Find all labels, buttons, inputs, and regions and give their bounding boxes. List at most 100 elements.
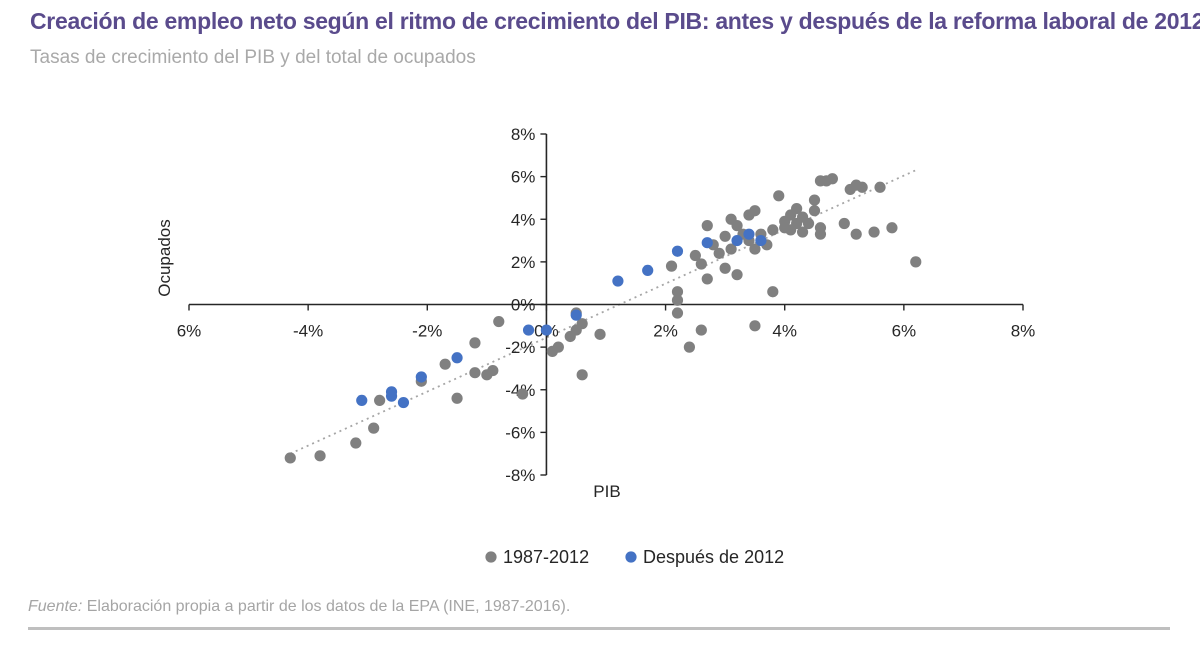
data-point-despues-2012	[385, 386, 398, 398]
data-point-1987-2012	[874, 181, 886, 193]
scatter-chart: 6%-4%-2%0%2%4%6%8%-8%-6%-4%-2%0%2%4%6%8%…	[155, 125, 1036, 567]
data-point-1987-2012	[767, 286, 779, 298]
data-points-layer	[284, 173, 922, 464]
data-point-1987-2012	[683, 341, 696, 353]
legend-label-1987-2012: 1987-2012	[503, 547, 589, 567]
data-point-despues-2012	[701, 237, 713, 249]
data-point-despues-2012	[415, 371, 427, 383]
trendline	[289, 169, 917, 455]
trendline-layer	[289, 169, 917, 455]
data-point-1987-2012	[838, 217, 850, 230]
legend-marker-1987-2012	[485, 551, 497, 563]
data-point-1987-2012	[808, 205, 821, 217]
data-point-despues-2012	[642, 264, 654, 276]
data-point-1987-2012	[695, 324, 707, 336]
data-point-1987-2012	[868, 226, 880, 238]
data-point-1987-2012	[713, 247, 725, 259]
data-point-1987-2012	[469, 337, 481, 349]
data-point-1987-2012	[886, 222, 898, 234]
legend: 1987-2012 Después de 2012	[485, 547, 784, 567]
data-point-1987-2012	[701, 220, 713, 232]
data-point-despues-2012	[397, 396, 410, 409]
data-point-1987-2012	[517, 388, 529, 400]
axes-layer	[188, 133, 1024, 476]
data-point-1987-2012	[552, 341, 564, 353]
data-point-1987-2012	[802, 217, 815, 230]
data-point-1987-2012	[576, 369, 588, 381]
x-tick-label: 6%	[892, 322, 917, 341]
data-point-1987-2012	[594, 328, 606, 340]
data-point-1987-2012	[767, 224, 779, 236]
data-point-1987-2012	[749, 320, 761, 332]
data-point-despues-2012	[743, 228, 755, 240]
data-point-1987-2012	[808, 194, 821, 206]
data-point-1987-2012	[731, 269, 743, 281]
y-tick-label: 8%	[511, 125, 536, 144]
chart-title: Creación de empleo neto según el ritmo d…	[30, 8, 1200, 34]
data-point-1987-2012	[910, 256, 922, 268]
x-tick-label: 4%	[772, 322, 797, 341]
data-point-1987-2012	[487, 364, 499, 377]
legend-marker-despues-2012	[625, 551, 637, 563]
data-point-1987-2012	[826, 173, 838, 185]
legend-label-despues-2012: Después de 2012	[643, 547, 784, 567]
data-point-1987-2012	[814, 228, 827, 240]
data-point-1987-2012	[671, 294, 684, 306]
data-point-1987-2012	[451, 392, 463, 404]
x-axis-label: PIB	[593, 482, 620, 501]
source-text: Elaboración propia a partir de los datos…	[82, 598, 571, 615]
data-point-1987-2012	[469, 367, 481, 379]
data-point-1987-2012	[314, 450, 326, 462]
data-point-1987-2012	[701, 273, 713, 285]
y-tick-label: -6%	[505, 423, 535, 442]
data-point-1987-2012	[576, 318, 588, 330]
x-tick-label: -2%	[412, 322, 442, 341]
y-axis-label: Ocupados	[155, 219, 174, 297]
data-point-1987-2012	[368, 422, 380, 434]
data-point-1987-2012	[374, 394, 386, 407]
data-point-1987-2012	[671, 307, 684, 319]
data-point-1987-2012	[850, 228, 862, 240]
y-tick-label: 4%	[511, 210, 536, 229]
y-tick-label: -8%	[505, 466, 535, 485]
data-point-despues-2012	[451, 352, 463, 364]
data-point-1987-2012	[719, 230, 731, 242]
data-point-despues-2012	[570, 309, 582, 321]
source-label: Fuente:	[28, 598, 83, 615]
data-point-1987-2012	[665, 260, 678, 272]
x-tick-label: 2%	[653, 322, 678, 341]
data-point-despues-2012	[522, 324, 535, 336]
data-point-despues-2012	[731, 234, 743, 247]
data-point-1987-2012	[773, 190, 785, 202]
data-point-1987-2012	[749, 243, 761, 255]
chart-subtitle: Tasas de crecimiento del PIB y del total…	[30, 47, 476, 68]
x-tick-label: 6%	[177, 322, 202, 341]
data-point-despues-2012	[612, 275, 624, 287]
data-point-1987-2012	[749, 205, 761, 217]
y-tick-label: 6%	[511, 168, 536, 187]
bottom-divider	[28, 627, 1170, 630]
y-tick-label: -2%	[505, 338, 535, 357]
data-point-1987-2012	[856, 181, 868, 193]
data-point-1987-2012	[493, 315, 505, 328]
data-point-despues-2012	[671, 245, 684, 257]
data-point-1987-2012	[719, 262, 731, 274]
data-point-1987-2012	[791, 202, 803, 215]
data-point-1987-2012	[796, 226, 809, 238]
data-point-1987-2012	[439, 358, 451, 370]
y-tick-label: 2%	[511, 253, 536, 272]
x-tick-label: -4%	[293, 322, 323, 341]
data-point-1987-2012	[689, 249, 701, 262]
data-point-1987-2012	[695, 258, 707, 270]
data-point-1987-2012	[350, 437, 362, 449]
source-note: Fuente: Elaboración propia a partir de l…	[28, 598, 570, 616]
y-tick-label: 0%	[511, 296, 536, 315]
data-point-despues-2012	[755, 234, 767, 247]
x-tick-label: 8%	[1011, 322, 1036, 341]
data-point-1987-2012	[731, 220, 743, 232]
data-point-1987-2012	[725, 243, 737, 255]
data-point-1987-2012	[671, 286, 684, 298]
data-point-despues-2012	[540, 324, 553, 336]
data-point-despues-2012	[356, 394, 368, 407]
data-point-1987-2012	[284, 452, 296, 464]
